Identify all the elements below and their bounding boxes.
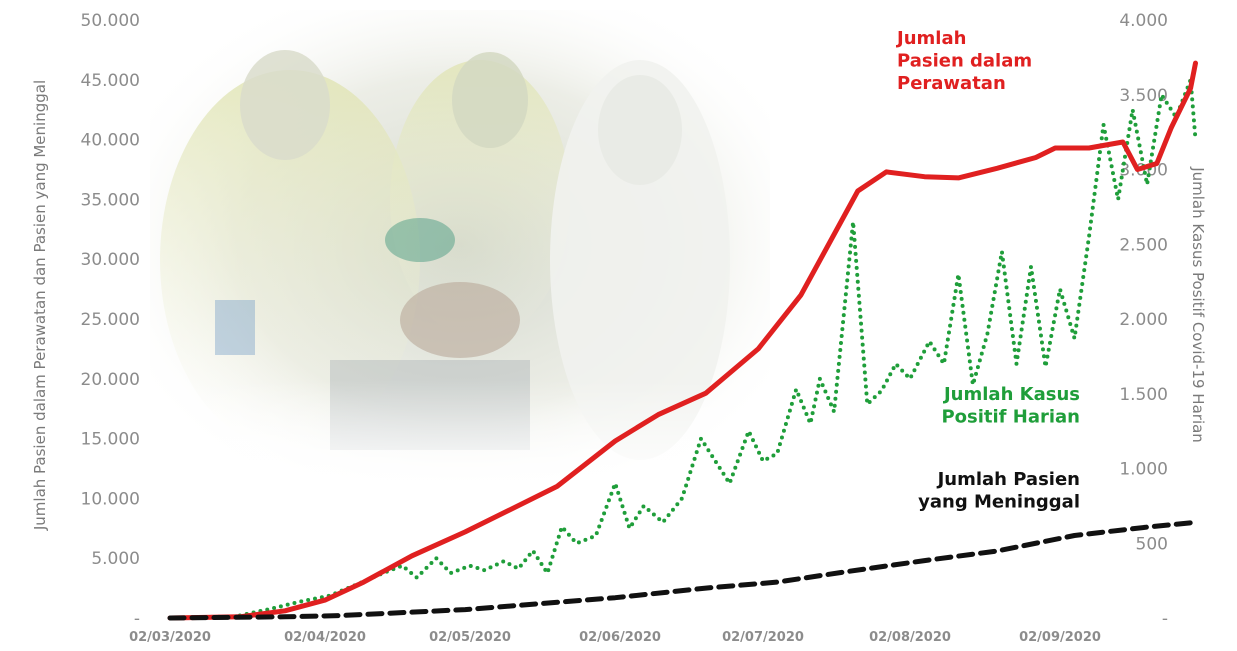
y-right-tick-label: 4.000 [1119,11,1168,31]
x-tick-label: 02/08/2020 [869,630,951,645]
x-tick-label: 02/05/2020 [429,630,511,645]
y-right-tick-label: 2.000 [1119,310,1168,330]
y-axis-right-title: Jumlah Kasus Positif Covid-19 Harian [1189,166,1207,443]
y-left-tick-label: - [134,609,140,629]
y-left-tick-label: 10.000 [81,489,140,509]
y-left-tick-label: 45.000 [81,71,140,91]
y-right-tick-label: 1.500 [1119,385,1168,405]
y-left-tick-label: 20.000 [81,370,140,390]
series-label-daily: Jumlah Kasus Positif Harian [941,384,1080,428]
y-left-tick-label: 5.000 [91,549,140,569]
y-right-tick-label: 3.000 [1119,161,1168,181]
y-right-tick-label: 1.000 [1119,460,1168,480]
x-tick-label: 02/04/2020 [284,630,366,645]
y-left-tick-label: 35.000 [81,190,140,210]
x-tick-label: 02/03/2020 [129,630,211,645]
series-line-daily [168,77,1198,620]
x-tick-label: 02/07/2020 [722,630,804,645]
series-label-treated: Jumlah Pasien dalam Perawatan [895,28,1032,94]
y-left-tick-label: 15.000 [81,430,140,450]
y-left-tick-label: 40.000 [81,131,140,151]
y-axis-right: - 500 1.000 1.500 2.000 2.500 3.000 3.500 4.000 [1119,11,1168,629]
y-left-tick-label: 30.000 [81,250,140,270]
series-layer [167,60,1198,621]
y-right-tick-label: 3.500 [1119,86,1168,106]
y-right-tick-label: - [1162,609,1168,629]
series-line-treated [167,60,1198,621]
x-tick-label: 02/06/2020 [579,630,661,645]
background-photo [150,10,790,490]
y-right-tick-label: 2.500 [1119,235,1168,255]
y-left-tick-label: 25.000 [81,310,140,330]
series-label-deaths: Jumlah Pasien yang Meninggal [918,469,1080,513]
y-axis-left: - 5.000 10.000 15.000 20.000 25.000 30.000 35.0… [81,11,140,629]
x-axis: 02/03/2020 02/04/2020 02/05/2020 02/06/2020… [129,630,1101,645]
series-line-deaths [167,519,1198,621]
y-axis-left-title: Jumlah Pasien dalam Perawatan dan Pasien… [31,80,49,531]
y-left-tick-label: 50.000 [81,11,140,31]
x-tick-label: 02/09/2020 [1019,630,1101,645]
y-right-tick-label: 500 [1136,534,1168,554]
